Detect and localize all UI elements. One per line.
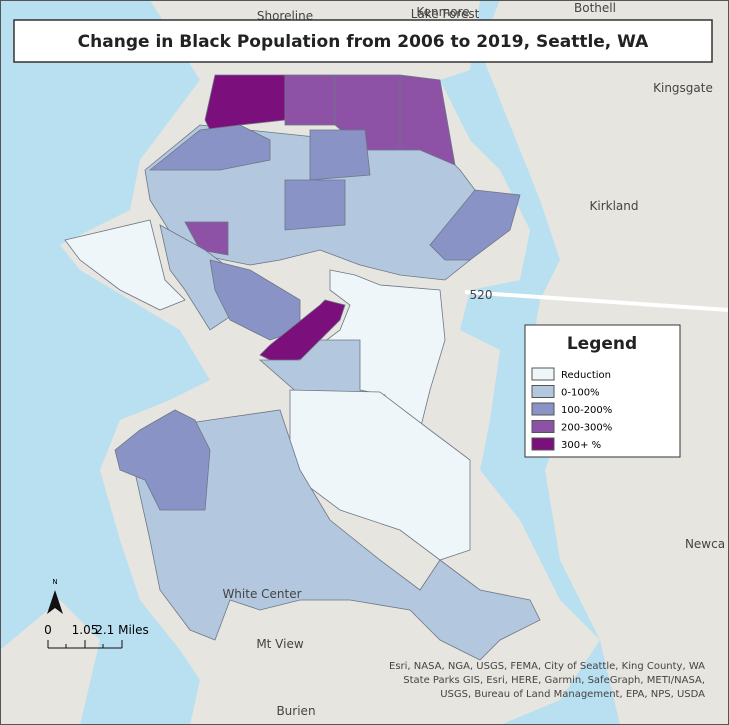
legend-swatch — [531, 367, 555, 381]
north-arrow — [47, 590, 63, 614]
tract — [159, 224, 241, 331]
legend-label: 200-300% — [561, 423, 612, 434]
attribution: Esri, NASA, NGA, USGS, FEMA, City of Sea… — [389, 661, 705, 700]
scale-line — [47, 640, 123, 649]
title: Change in Black Population from 2006 to … — [78, 32, 649, 52]
tract — [129, 409, 541, 661]
place-label: Mt View — [256, 637, 304, 651]
title-box — [13, 19, 713, 63]
legend-label: Reduction — [561, 370, 611, 381]
place-label: Newca — [685, 537, 725, 551]
place-label: Burien — [276, 704, 315, 718]
place-label: Lake Forest — [411, 7, 480, 21]
scale-label: 1.05 — [72, 623, 99, 637]
land — [0, 600, 100, 725]
place-label: Kirkland — [590, 199, 639, 213]
scale-label: 2.1 Miles — [95, 623, 149, 637]
north-label: N — [52, 578, 57, 586]
attribution-box: Esri, NASA, NGA, USGS, FEMA, City of Sea… — [389, 661, 705, 700]
tract — [309, 129, 371, 181]
tract — [148, 124, 271, 171]
road — [464, 290, 729, 312]
place-label: Kenmore — [416, 5, 469, 19]
legend-title: Legend — [567, 334, 637, 354]
legend-label: 300+ % — [561, 440, 601, 451]
legend-swatch — [531, 437, 555, 451]
legend: Reduction 0-100% 100-200% 200-300% 300+ % — [531, 367, 612, 451]
scale-label: 0 — [44, 623, 52, 637]
tract — [284, 74, 336, 126]
legend-label: 100-200% — [561, 405, 612, 416]
tracts — [64, 74, 541, 661]
tract — [429, 189, 521, 261]
legend-swatch — [531, 402, 555, 416]
place-label: Bothell — [574, 1, 616, 15]
place-label: 520 — [470, 288, 493, 302]
tract — [114, 409, 211, 511]
place-label: White Center — [222, 587, 301, 601]
legend-swatch — [531, 385, 555, 398]
scale-bar: N 0 1.05 2.1 Miles — [44, 578, 149, 649]
legend-swatch — [531, 420, 555, 433]
tract — [64, 219, 186, 311]
legend-label: 0-100% — [561, 388, 600, 399]
tract — [284, 179, 346, 231]
place-label: Kingsgate — [653, 81, 713, 95]
tract — [184, 221, 229, 256]
tract — [399, 74, 456, 166]
